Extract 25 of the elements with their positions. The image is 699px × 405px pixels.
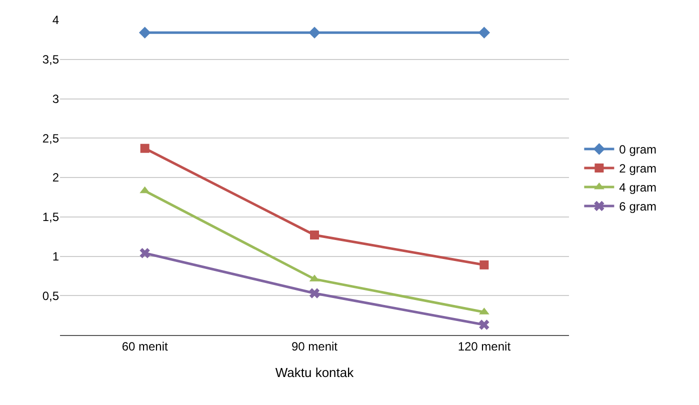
legend-label: 6 gram bbox=[619, 200, 657, 214]
legend-label: 4 gram bbox=[619, 180, 657, 195]
point bbox=[138, 26, 151, 38]
y-tick-label: 4 bbox=[52, 13, 60, 28]
point bbox=[478, 26, 490, 38]
y-tick-label: 1 bbox=[52, 249, 60, 264]
y-tick-label: 0,5 bbox=[42, 288, 60, 303]
x-tick-label: 60 menit bbox=[122, 339, 169, 354]
y-tick-label: 2 bbox=[52, 170, 60, 185]
x-axis-title: Waktu kontak bbox=[275, 365, 354, 380]
point bbox=[479, 320, 490, 330]
point bbox=[308, 26, 320, 38]
y-tick-label: 3 bbox=[52, 92, 60, 106]
point bbox=[310, 230, 319, 240]
y-tick-label: 3,5 bbox=[42, 52, 60, 67]
x-tick-label: 90 menit bbox=[291, 339, 338, 354]
point bbox=[309, 288, 320, 298]
legend-label: 2 gram bbox=[619, 162, 657, 176]
y-tick-label: 2,5 bbox=[42, 131, 60, 146]
legend-label: 0 gram bbox=[619, 142, 657, 157]
point bbox=[140, 144, 150, 153]
x-tick-label: 120 menit bbox=[458, 339, 512, 354]
point bbox=[140, 248, 150, 258]
y-tick-label: 1,5 bbox=[42, 210, 60, 224]
point bbox=[480, 260, 489, 270]
